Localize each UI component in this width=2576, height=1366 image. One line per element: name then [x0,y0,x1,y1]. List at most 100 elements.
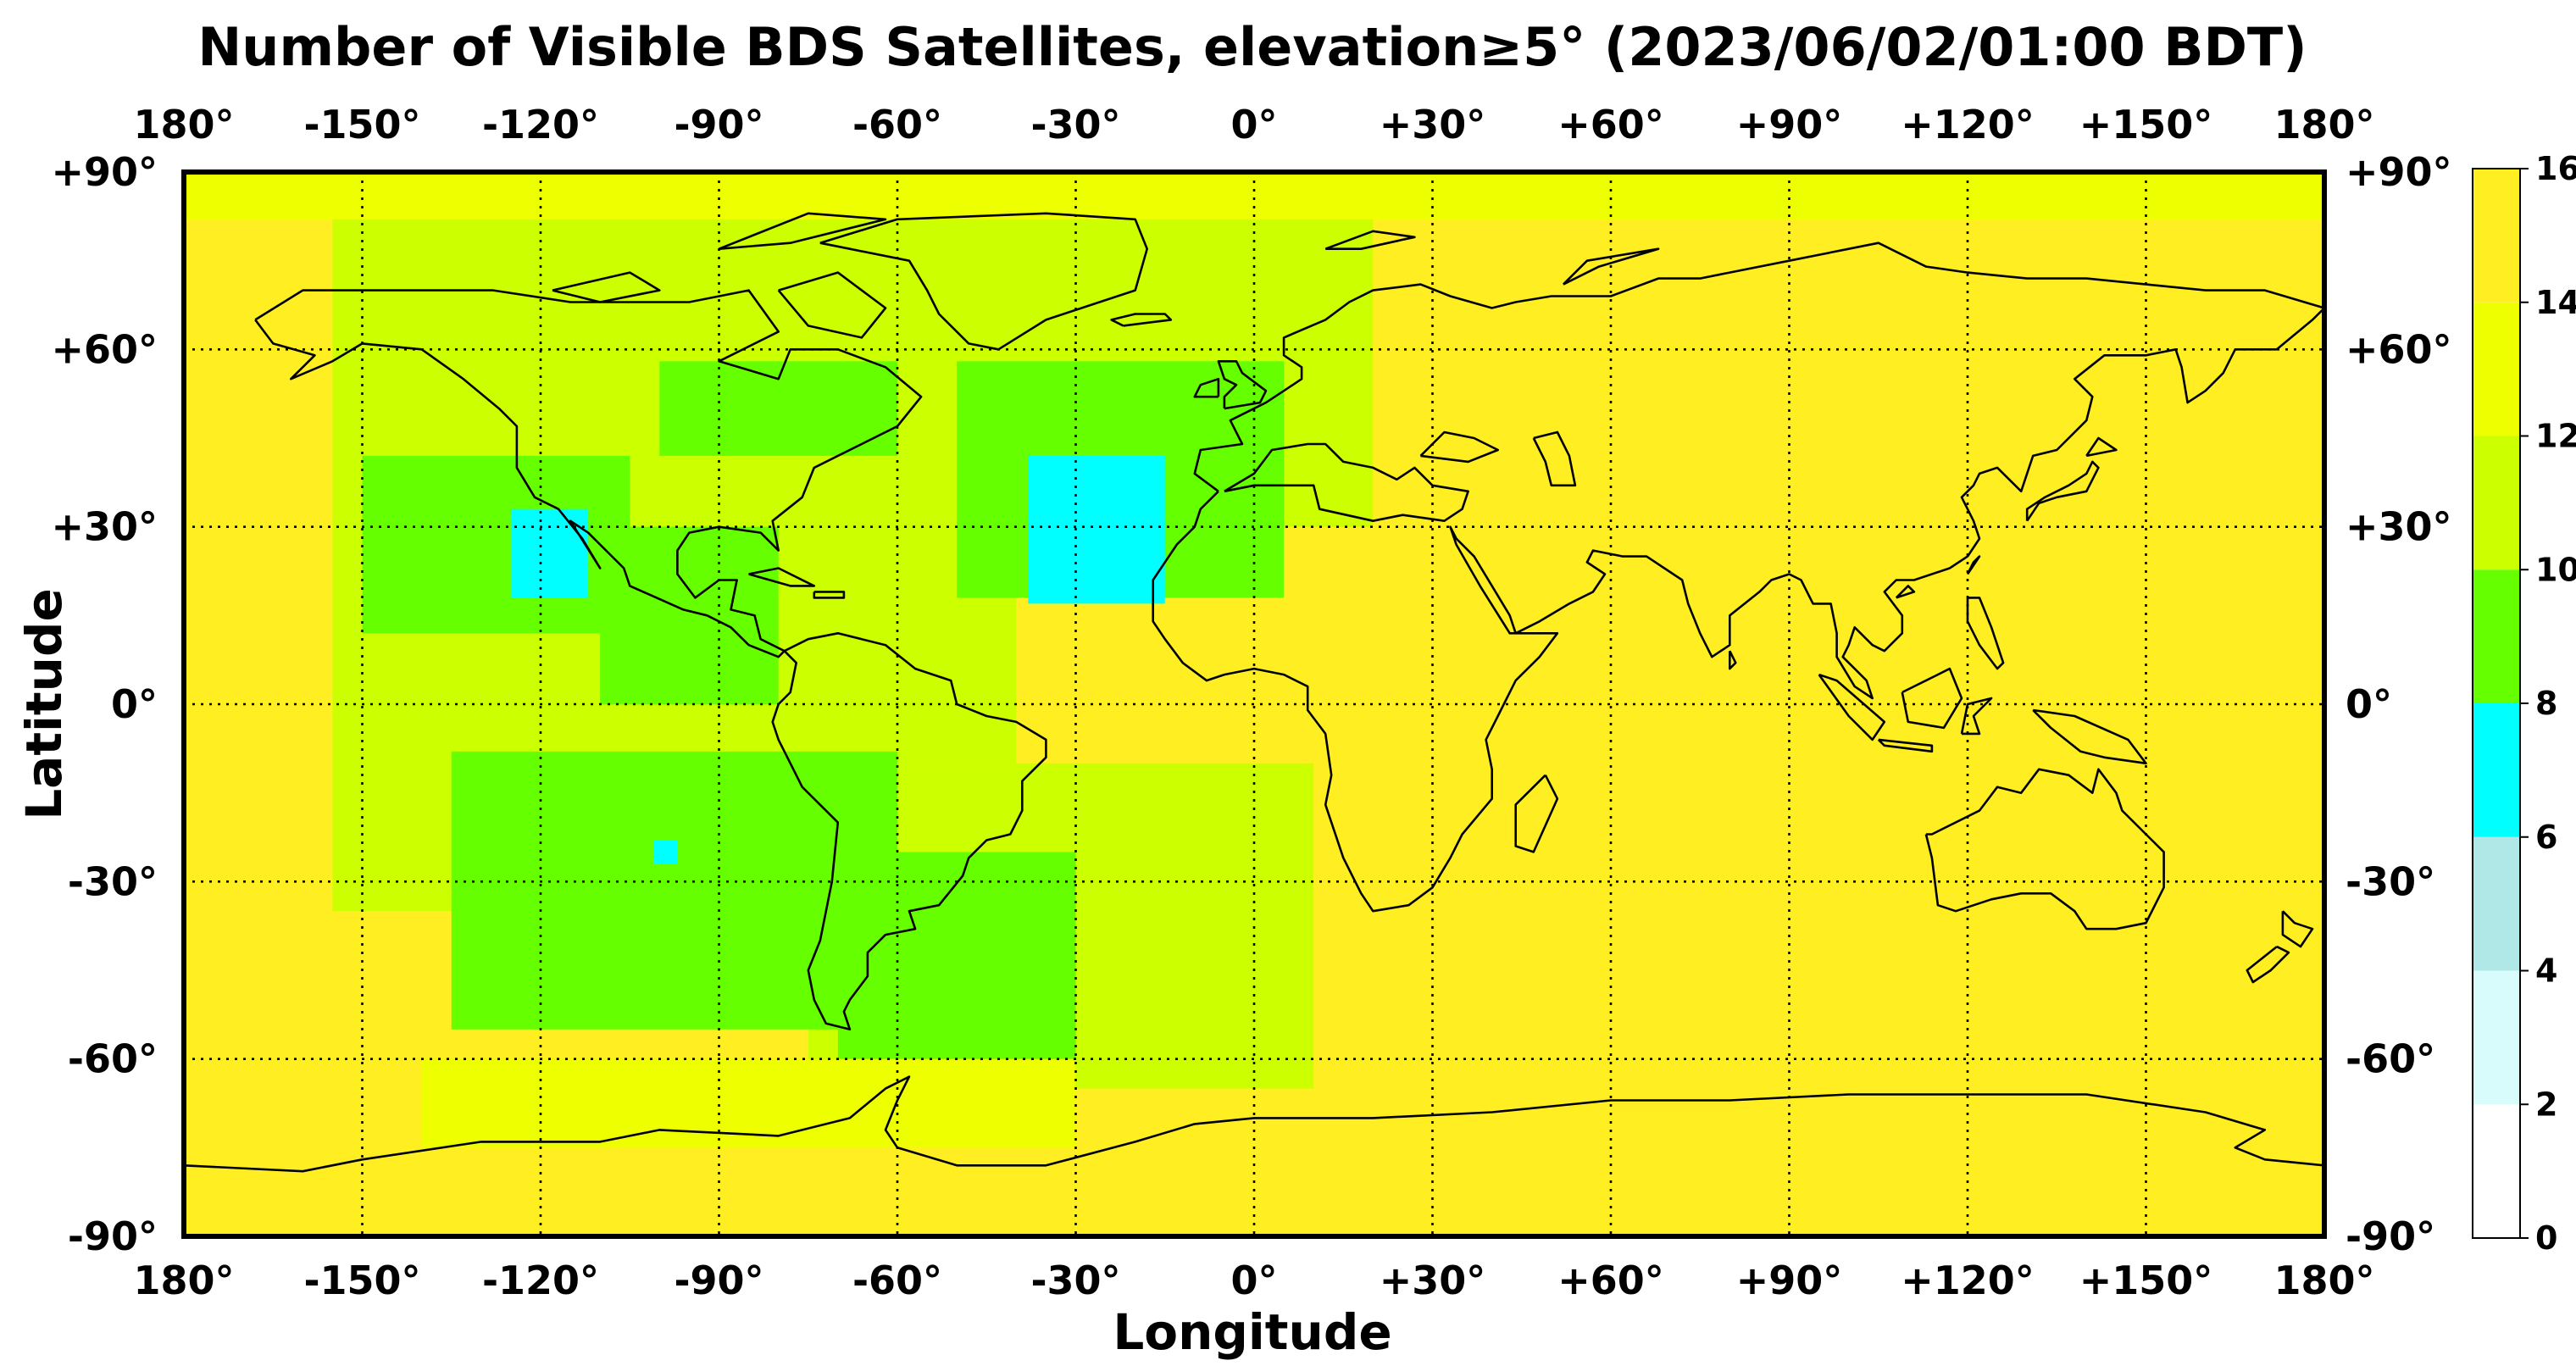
coastline-south-america [771,632,1047,1031]
coastline-cuba [748,567,816,587]
x-tick-label-top: -30° [1030,102,1120,147]
coastline-hokkaido [2085,436,2118,458]
y-tick-label-right: -30° [2346,858,2435,904]
heatmap-region-baja-cyan [510,508,589,598]
colorbar-bin [2473,169,2520,303]
x-tick-label-bottom: +120° [1901,1258,2035,1303]
coastline-australia [1924,768,2165,930]
x-tick-label-top: -120° [482,102,599,147]
y-tick-label-left: 0° [111,681,158,727]
colorbar-bin [2473,970,2520,1105]
heatmap-region-atlantic-cyan [1028,455,1165,604]
y-tick-labels-left: +90° +60° +30° 0° -30° -60° -90° [51,149,158,1259]
coastline-victoria-island [552,271,661,303]
coastline-great-britain [1217,360,1268,410]
x-tick-labels-top: 180° -150° -120° -90° -60° -30° 0° +30° +60° +90°… [133,102,2374,147]
coastline-new-guinea [2032,708,2147,765]
x-tick-label-bottom: -60° [852,1258,942,1303]
y-tick-label-right: -90° [2346,1213,2435,1259]
coastline-hainan [1895,585,1916,599]
heatmap-region-north-cap [184,172,2324,219]
x-tick-label-top: -60° [852,102,942,147]
y-tick-label-left: -60° [68,1036,158,1082]
y-tick-label-right: +30° [2346,504,2452,550]
x-tick-label-bottom: 180° [133,1258,234,1303]
x-tick-label-top: 180° [2273,102,2374,147]
coastline-japan [2025,460,2100,522]
x-tick-labels-bottom: 180° -150° -120° -90° -60° -30° 0° +30° +60° +90°… [133,1258,2374,1303]
x-tick-label-top: -90° [674,102,763,147]
x-tick-label-top: -150° [303,102,420,147]
coastline-philippines [1966,597,2005,670]
coastline-mediterranean [1224,442,1469,522]
coastline-taiwan [1966,555,1981,575]
y-tick-label-left: +30° [51,504,158,550]
heatmap-region-pacific-green [600,526,779,704]
x-tick-label-bottom: +150° [2079,1258,2213,1303]
heatmap-region-northeast-pacific-green [362,455,630,634]
colorbar-tick-label: 0 [2535,1219,2557,1257]
x-tick-label-top: +150° [2079,102,2213,147]
x-axis-label: Longitude [1113,1303,1391,1361]
coastline-borneo [1901,667,1963,730]
y-tick-label-right: +60° [2346,326,2452,372]
gridlines [184,172,2324,1236]
x-tick-label-bottom: -150° [303,1258,420,1303]
x-tick-label-top: 0° [1230,102,1277,147]
x-tick-label-top: +120° [1901,102,2035,147]
coastline-sumatra [1818,673,1886,741]
x-tick-label-bottom: +30° [1380,1258,1486,1303]
coastline-svalbard [1324,230,1416,250]
y-axis-label: Latitude [15,588,73,820]
heatmap-region-canada-green [659,361,897,456]
y-tick-label-right: +90° [2346,149,2452,195]
x-tick-label-bottom: 0° [1230,1258,1277,1303]
x-tick-label-top: +60° [1557,102,1664,147]
coastline-ellesmere-island [719,212,887,250]
colorbar-bin [2473,569,2520,703]
y-tick-label-left: -90° [68,1213,158,1259]
colorbar-tick-label: 6 [2535,819,2557,856]
coastline-north-america [254,289,923,658]
coastline-hispaniola [813,591,846,599]
colorbar-bin [2473,1104,2520,1238]
y-tick-label-right: 0° [2346,681,2392,727]
y-tick-label-right: -60° [2346,1036,2435,1082]
map-frame [181,169,2327,1239]
colorbar-bin [2473,836,2520,971]
y-tick-labels-right: +90° +60° +30° 0° -30° -60° -90° [2346,149,2452,1259]
coastline-new-zealand-south [2246,945,2290,984]
coastline-baffin-island [777,271,887,339]
coastline-new-zealand-north [2281,910,2314,948]
heatmap-region-patagonia-green [837,852,1076,1059]
coastline-sri-lanka [1729,650,1737,670]
coastline-afro-eurasia [1152,242,2324,913]
coastline-black-sea [1419,430,1499,464]
colorbar-tick-label: 12 [2535,418,2576,455]
x-tick-label-bottom: +60° [1557,1258,1664,1303]
colorbar-tick-label: 16 [2535,150,2576,187]
heatmap-region-south-pacific-cyan [653,840,678,864]
coastline-java [1877,738,1934,753]
x-tick-label-bottom: -30° [1030,1258,1120,1303]
colorbar-bin [2473,703,2520,837]
coastline-antarctica [184,1075,2324,1173]
colorbar-tick-label: 4 [2535,952,2557,990]
colorbar-tick-label: 2 [2535,1086,2557,1123]
colorbar-bin [2473,302,2520,436]
y-tick-label-left: -30° [68,858,158,904]
x-tick-label-top: +90° [1736,102,1843,147]
coastline-madagascar [1514,774,1559,853]
x-tick-label-bottom: -90° [674,1258,763,1303]
coastline-caspian-sea [1532,430,1577,487]
colorbar-tick-label: 10 [2535,551,2576,588]
heatmap-region-southern-ocean [421,1058,1076,1148]
colorbar-tick-label: 8 [2535,685,2557,722]
chart-title: Number of Visible BDS Satellites, elevat… [197,16,2307,78]
x-tick-label-bottom: -120° [482,1258,599,1303]
coastline-ireland [1193,377,1220,398]
coastline-layer [184,212,2324,1173]
y-tick-label-left: +60° [51,326,158,372]
y-tick-label-left: +90° [51,149,158,195]
